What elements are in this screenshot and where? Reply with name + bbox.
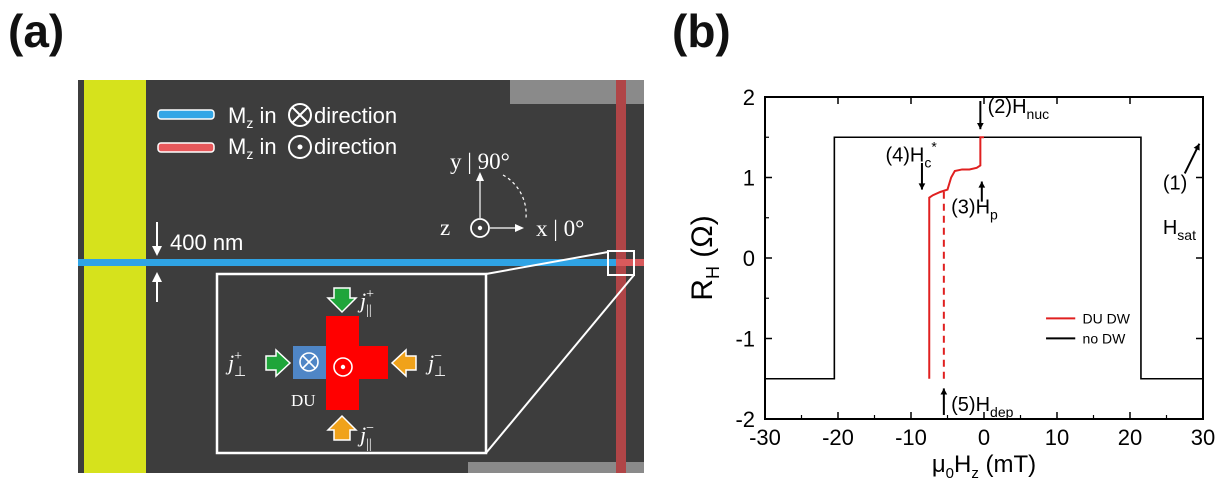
annotation-arrowhead [1193,143,1200,151]
svg-text:400 nm: 400 nm [170,230,243,255]
y-tick-label: 2 [743,85,755,110]
annotation: (5)Hdep [951,394,1013,420]
y-tick-label: 1 [743,166,755,191]
x-tick-label: 10 [1045,425,1069,450]
contact-bottom [468,462,644,473]
zoom-box [607,250,635,276]
yellow-pad [84,80,146,473]
arrow-top-green [326,287,358,314]
svg-text:y | 90°: y | 90° [450,149,510,174]
annotation: Hsat [1163,217,1196,243]
y-tick-label: -2 [735,407,755,432]
panel-a-label: (a) [8,5,65,57]
x-tick-label: 20 [1118,425,1142,450]
arrow-right-orange [390,348,417,378]
x-tick-label: -20 [822,425,854,450]
x-tick-label: -10 [895,425,927,450]
annotation-arrowhead [940,388,948,395]
annotation: (3)Hp [951,197,998,223]
inset: DU j+ || j− || j+ ⊥ j− ⊥ [215,272,488,455]
annotation-arrowhead [918,183,926,190]
svg-text:x | 0°: x | 0° [536,216,584,241]
annotation-arrowhead [976,123,984,130]
arrow-left-green [265,348,292,378]
svg-text:j−||: j− || [357,421,374,452]
plot-frame [764,96,1204,420]
y-axis-label: RH (Ω) [686,215,723,300]
du-label: DU [291,391,316,410]
series-line [928,136,984,379]
svg-text:j+||: j+ || [357,287,374,318]
x-tick-label: -30 [749,425,781,450]
coordinate-axes: y | 90° z x | 0° [440,149,584,241]
svg-text:direction: direction [314,103,397,128]
svg-text:j+⊥: j+ ⊥ [225,349,246,380]
legend-label: no DW [1083,330,1127,346]
svg-text:j−⊥: j− ⊥ [425,349,446,380]
annotation-arrowhead [978,181,986,188]
x-tick-label: 30 [1191,425,1215,450]
legend-label: DU DW [1083,310,1131,326]
vertical-wire [616,80,626,473]
horizontal-wire-blue [78,259,616,266]
horizontal-wire-red [616,259,644,266]
annotation: (1) [1163,173,1187,195]
x-axis-label: μ0Hz (mT) [932,451,1036,482]
arrow-bottom-orange [326,414,358,441]
svg-text:z: z [440,215,450,240]
series-line [765,136,1203,380]
y-tick-label: 0 [743,246,755,271]
panel-b-label: (b) [672,5,731,57]
width-indicator: 400 nm [152,222,243,302]
x-tick-label: 0 [978,425,990,450]
annotation: (4)Hc* [885,138,937,170]
annotation: (2)Hnuc [988,96,1049,122]
svg-text:direction: direction [314,134,397,159]
legend-a: Mz in direction Mz in direction [157,103,397,162]
y-tick-label: -1 [735,327,755,352]
